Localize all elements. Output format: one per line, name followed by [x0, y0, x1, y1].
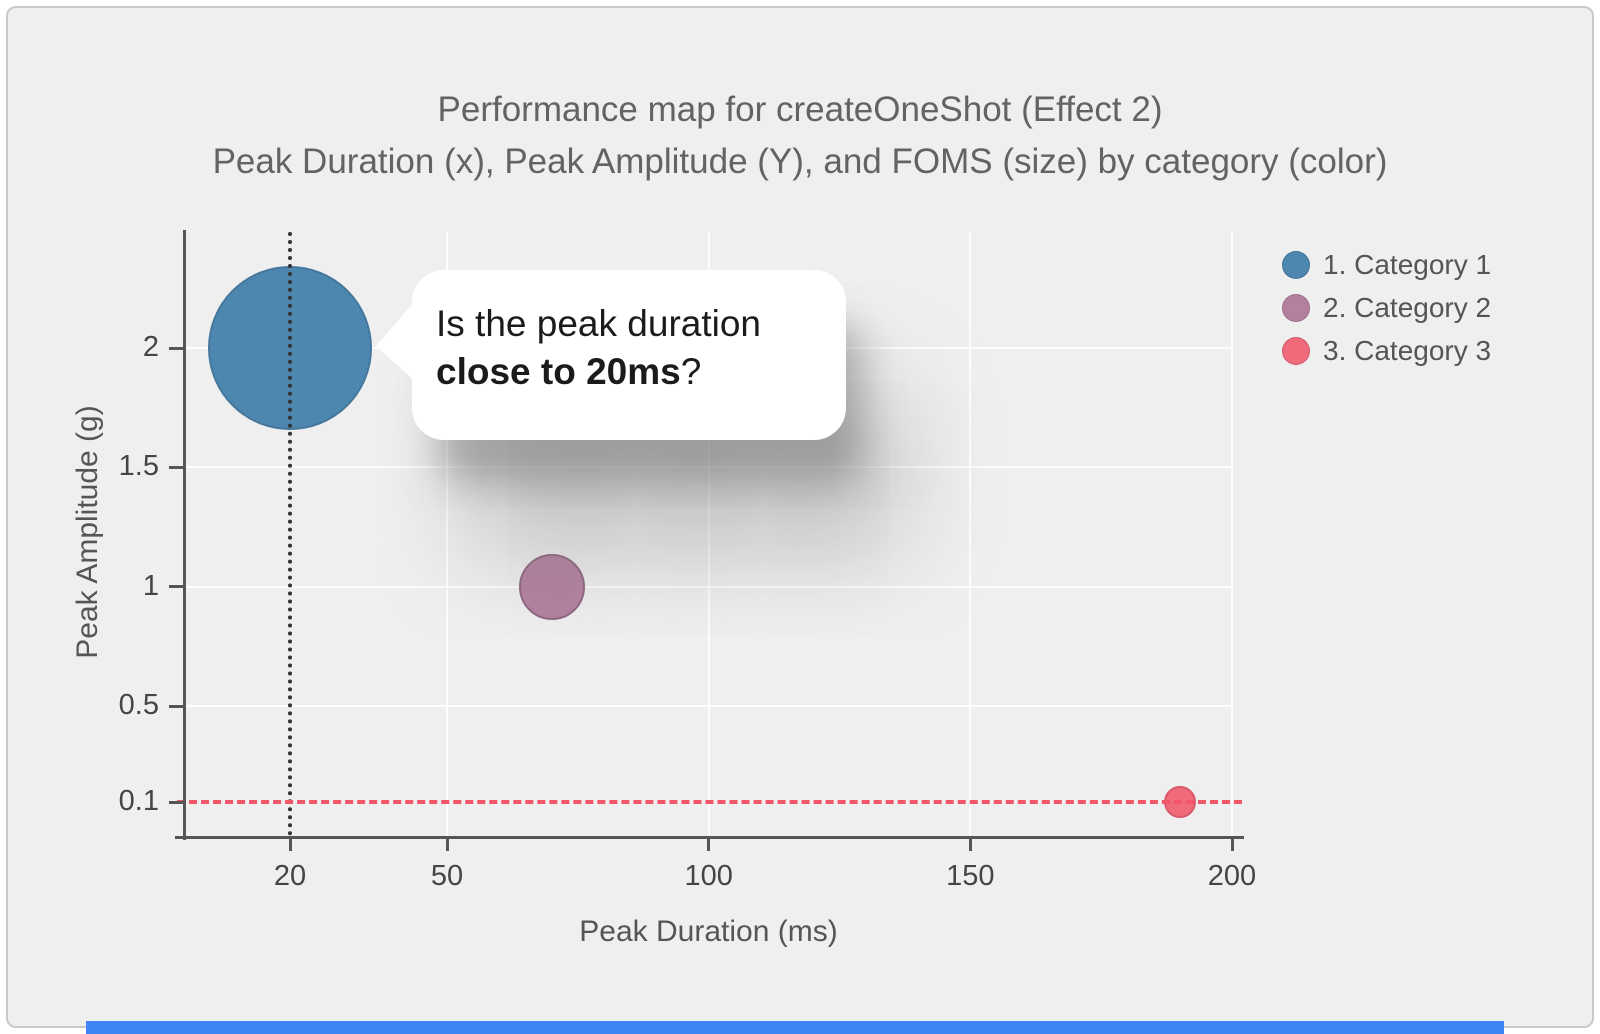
y-tick-label: 2: [142, 331, 159, 363]
annotation-text-line2: close to 20ms?: [436, 348, 846, 396]
reference-line-vertical: [288, 232, 292, 836]
y-tick-label: 1: [142, 569, 159, 602]
annotation-text: Is the peak duration close to 20ms?: [412, 270, 846, 396]
annotation-text-suffix: ?: [680, 351, 702, 392]
x-tick-label: 200: [1207, 860, 1257, 892]
gridline-horizontal: [185, 705, 1232, 708]
x-tick-mark: [445, 839, 449, 851]
data-bubble[interactable]: [518, 553, 585, 620]
bottom-blue-bar: [86, 1021, 1504, 1034]
annotation-bubble: Is the peak duration close to 20ms?: [376, 270, 846, 440]
y-tick-mark: [169, 585, 183, 589]
gridline-vertical: [1231, 232, 1233, 836]
gridline-horizontal: [185, 466, 1232, 469]
x-tick-mark: [288, 839, 292, 851]
legend-item-category-1[interactable]: 1. Category 1: [1282, 243, 1491, 286]
legend-label-category-3: 3. Category 3: [1323, 334, 1492, 366]
x-tick-label: 20: [273, 860, 307, 892]
x-tick-label: 150: [946, 860, 995, 892]
gridline-horizontal: [185, 585, 1232, 588]
chart-panel: [6, 6, 1594, 1028]
x-tick-label: 50: [430, 860, 464, 892]
y-tick-mark: [169, 346, 183, 350]
y-axis-label: Peak Amplitude (g): [71, 405, 104, 659]
y-tick-mark: [169, 465, 183, 469]
legend-marker-category-1-icon: [1282, 250, 1310, 279]
reference-line-horizontal: [177, 800, 1242, 804]
annotation-text-line1: Is the peak duration: [436, 303, 761, 344]
y-tick-mark: [169, 800, 183, 804]
legend: 1. Category 1 2. Category 2 3. Category …: [1282, 243, 1491, 372]
gridline-vertical: [969, 232, 972, 836]
x-tick-mark: [707, 839, 711, 851]
x-tick-label: 100: [684, 860, 733, 892]
legend-marker-category-3-icon: [1282, 336, 1310, 365]
y-tick-label: 0.1: [118, 785, 159, 817]
legend-label-category-1: 1. Category 1: [1323, 248, 1492, 280]
gridline-vertical: [707, 232, 710, 836]
chart-subtitle: Peak Duration (x), Peak Amplitude (Y), a…: [212, 142, 1388, 181]
chart-title: Performance map for createOneShot (Effec…: [437, 90, 1163, 129]
y-tick-label: 1.5: [118, 450, 159, 483]
y-tick-label: 0.5: [118, 689, 159, 722]
legend-item-category-3[interactable]: 3. Category 3: [1282, 329, 1491, 372]
annotation-tail-icon: [376, 300, 416, 382]
legend-item-category-2[interactable]: 2. Category 2: [1282, 286, 1491, 329]
gridline-vertical: [446, 232, 448, 836]
y-tick-mark: [169, 704, 183, 708]
y-axis-line: [183, 230, 186, 840]
legend-marker-category-2-icon: [1282, 293, 1310, 322]
annotation-text-bold: close to 20ms: [436, 351, 681, 392]
x-axis-line: [175, 836, 1244, 839]
x-axis-label: Peak Duration (ms): [579, 915, 838, 948]
x-tick-mark: [968, 839, 972, 851]
chart-titles: Performance map for createOneShot (Effec…: [0, 84, 1600, 188]
x-tick-mark: [1230, 839, 1234, 851]
legend-label-category-2: 2. Category 2: [1323, 291, 1492, 323]
